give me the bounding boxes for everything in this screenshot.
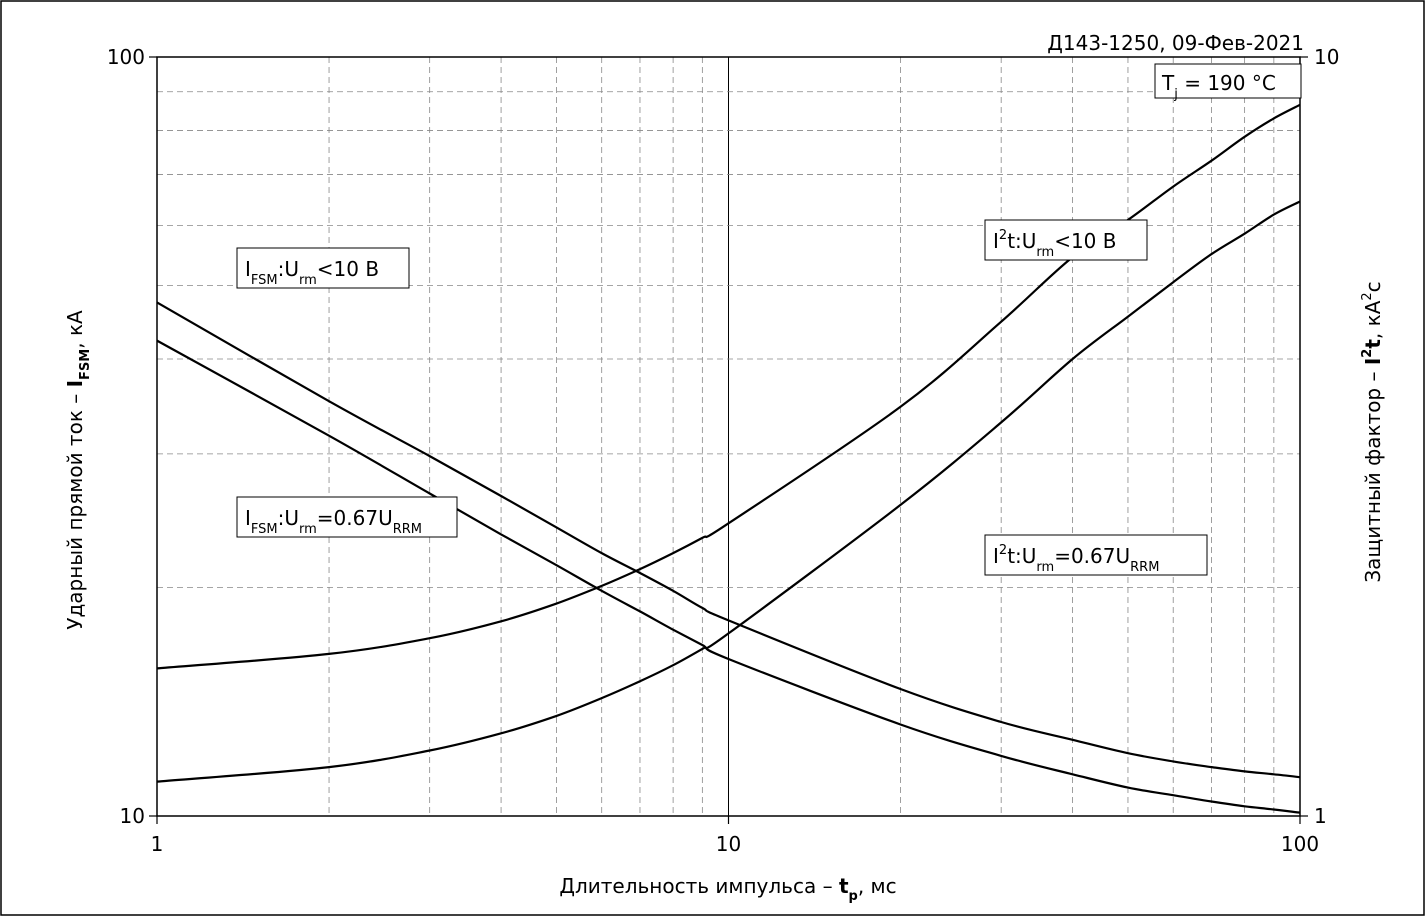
y-left-tick-label: 100 bbox=[107, 45, 145, 69]
series-line-0 bbox=[156, 301, 1301, 779]
label-i2t-low: I2t:Urm<10 В bbox=[984, 219, 1148, 261]
y-right-tick-label: 10 bbox=[1314, 45, 1339, 69]
series-line-2 bbox=[156, 103, 1301, 670]
label-ifsm-067: IFSM:Urm=0.67URRM bbox=[236, 496, 458, 538]
condition-box: Tj = 190 °C bbox=[1154, 63, 1302, 102]
x-tick-label: 100 bbox=[1281, 832, 1319, 856]
svg-text:I2t:Urm<10 В: I2t:Urm<10 В bbox=[993, 228, 1116, 260]
chart-header: Д143-1250, 09-Фев-2021 bbox=[1047, 31, 1304, 55]
label-ifsm-low: IFSM:Urm<10 В bbox=[236, 247, 410, 289]
series-line-3 bbox=[156, 200, 1301, 783]
label-i2t-067: I2t:Urm=0.67URRM bbox=[984, 534, 1208, 576]
condition-symbol: T bbox=[1161, 71, 1175, 95]
y-right-tick-label: 1 bbox=[1314, 804, 1327, 828]
svg-text:Tj = 190 °C: Tj = 190 °C bbox=[1161, 71, 1276, 102]
svg-text:IFSM:Urm=0.67URRM: IFSM:Urm=0.67URRM bbox=[245, 506, 422, 537]
y-left-axis-title: Ударный прямой ток – IFSM, кА bbox=[63, 310, 93, 630]
y-left-tick-label: 10 bbox=[120, 804, 145, 828]
x-axis-title: Длительность импульса – tp, мс bbox=[559, 874, 896, 904]
y-right-axis-title: Защитный фактор – I2t, кА2с bbox=[1360, 281, 1385, 582]
x-tick-label: 10 bbox=[716, 832, 741, 856]
condition-sub: j bbox=[1173, 87, 1178, 102]
svg-text:I2t:Urm=0.67URRM: I2t:Urm=0.67URRM bbox=[993, 543, 1159, 575]
condition-text: = 190 °C bbox=[1178, 71, 1276, 95]
x-tick-label: 1 bbox=[151, 832, 164, 856]
svg-text:IFSM:Urm<10 В: IFSM:Urm<10 В bbox=[245, 257, 379, 288]
